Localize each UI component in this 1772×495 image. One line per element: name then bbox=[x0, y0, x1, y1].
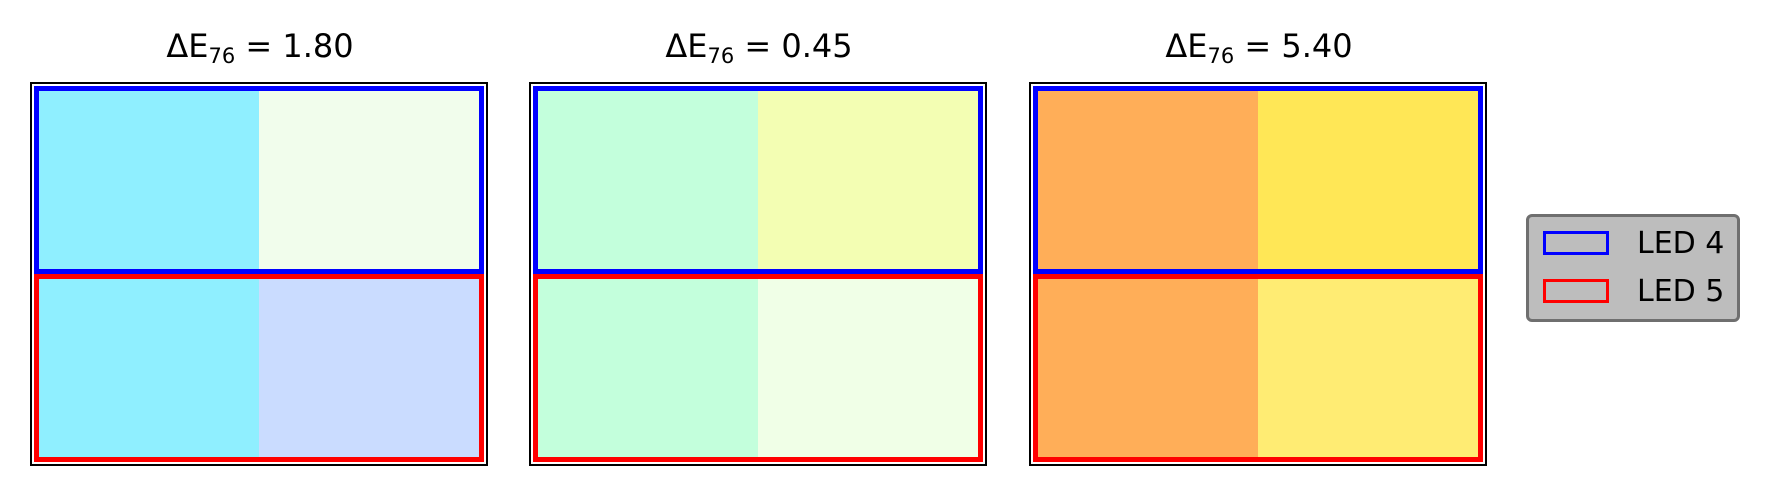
led-4-row bbox=[34, 86, 484, 274]
title-subscript: 76 bbox=[707, 44, 735, 68]
title-value: = 1.80 bbox=[235, 27, 354, 65]
led-5-row bbox=[1033, 274, 1483, 462]
panel-title: ΔE76 = 5.40 bbox=[1029, 26, 1489, 68]
title-prefix: ΔE bbox=[166, 27, 209, 65]
panel-2: ΔE76 = 0.45 bbox=[529, 0, 989, 495]
legend-label-led-5: LED 5 bbox=[1637, 274, 1725, 309]
led-5-left-swatch bbox=[34, 274, 259, 462]
led-5-right-swatch bbox=[259, 274, 484, 462]
led-5-right-swatch bbox=[758, 274, 983, 462]
led-4-row bbox=[533, 86, 983, 274]
title-value: = 5.40 bbox=[1234, 27, 1353, 65]
led-5-row bbox=[34, 274, 484, 462]
title-subscript: 76 bbox=[1207, 44, 1235, 68]
panel-1: ΔE76 = 1.80 bbox=[30, 0, 490, 495]
led-4-right-swatch bbox=[758, 86, 983, 274]
title-subscript: 76 bbox=[208, 44, 236, 68]
panel-3: ΔE76 = 5.40 bbox=[1029, 0, 1489, 495]
led-4-right-swatch bbox=[259, 86, 484, 274]
legend-label-led-4: LED 4 bbox=[1637, 226, 1725, 261]
panel-title: ΔE76 = 0.45 bbox=[529, 26, 989, 68]
led-4-left-swatch bbox=[533, 86, 758, 274]
title-value: = 0.45 bbox=[734, 27, 853, 65]
plot-area bbox=[1029, 82, 1487, 466]
led-4-left-swatch bbox=[1033, 86, 1258, 274]
led-4-right-swatch bbox=[1258, 86, 1483, 274]
title-prefix: ΔE bbox=[665, 27, 708, 65]
led-4-left-swatch bbox=[34, 86, 259, 274]
legend-handle-led-5 bbox=[1543, 279, 1609, 303]
led-5-right-swatch bbox=[1258, 274, 1483, 462]
legend: LED 4 LED 5 bbox=[1526, 214, 1740, 322]
legend-handle-led-4 bbox=[1543, 231, 1609, 255]
plot-area bbox=[30, 82, 488, 466]
led-5-row bbox=[533, 274, 983, 462]
led-4-row bbox=[1033, 86, 1483, 274]
led-5-left-swatch bbox=[1033, 274, 1258, 462]
panel-title: ΔE76 = 1.80 bbox=[30, 26, 490, 68]
legend-item-led-5: LED 5 bbox=[1539, 275, 1729, 309]
plot-area bbox=[529, 82, 987, 466]
led-5-left-swatch bbox=[533, 274, 758, 462]
legend-item-led-4: LED 4 bbox=[1539, 227, 1729, 261]
title-prefix: ΔE bbox=[1165, 27, 1208, 65]
